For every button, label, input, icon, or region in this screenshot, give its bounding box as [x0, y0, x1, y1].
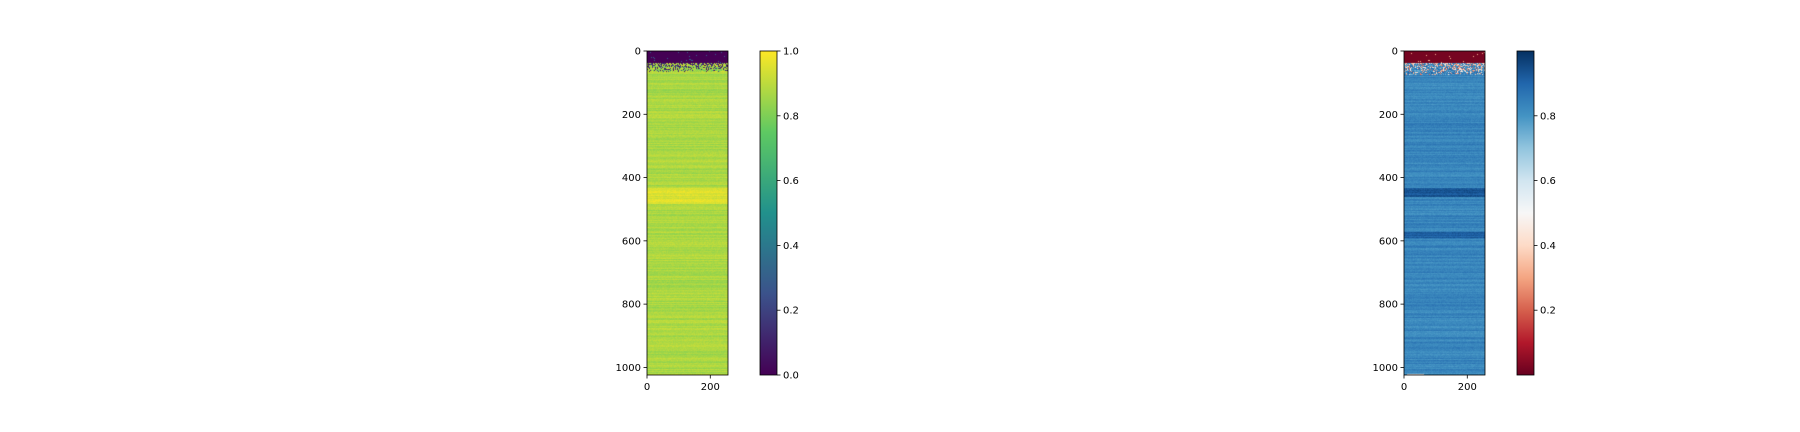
y-tick-label: 200 [1379, 110, 1398, 121]
colorbar-tick-label: 0.4 [1540, 241, 1556, 252]
y-tick-label: 400 [1379, 173, 1398, 184]
axes-frame [1403, 50, 1486, 376]
colorbar-tick-label: 0.6 [783, 176, 799, 187]
colorbar-frame [1516, 50, 1535, 376]
y-tick-label: 1000 [1373, 363, 1398, 374]
colorbar-tick-label: 0.8 [783, 111, 799, 122]
colorbar-gradient [760, 51, 777, 375]
y-tick-label: 800 [1379, 300, 1398, 311]
x-tick-label: 0 [644, 382, 650, 393]
x-tick-label: 200 [1458, 382, 1477, 393]
x-tick-label: 200 [701, 382, 720, 393]
heatmap-image [647, 51, 728, 375]
heatmap-image [1404, 51, 1485, 375]
x-tick-label: 0 [1401, 382, 1407, 393]
colorbar-tick-label: 0.4 [783, 241, 799, 252]
y-tick-label: 0 [635, 47, 641, 58]
colorbar-tick-label: 0.2 [1540, 306, 1556, 317]
y-tick-label: 1000 [616, 363, 641, 374]
y-tick-label: 400 [622, 173, 641, 184]
y-tick-label: 600 [622, 236, 641, 247]
colorbar-tick-label: 0.8 [1540, 111, 1556, 122]
colorbar-gradient [1517, 51, 1534, 375]
colorbar-tick-label: 1.0 [783, 47, 799, 58]
y-tick-label: 200 [622, 110, 641, 121]
colorbar-tick-label: 0.0 [783, 371, 799, 382]
y-tick-label: 600 [1379, 236, 1398, 247]
y-tick-label: 800 [622, 300, 641, 311]
axes-frame [646, 50, 729, 376]
colorbar-tick-label: 0.2 [783, 306, 799, 317]
colorbar-tick-label: 0.6 [1540, 176, 1556, 187]
colorbar-frame [759, 50, 778, 376]
y-tick-label: 0 [1392, 47, 1398, 58]
